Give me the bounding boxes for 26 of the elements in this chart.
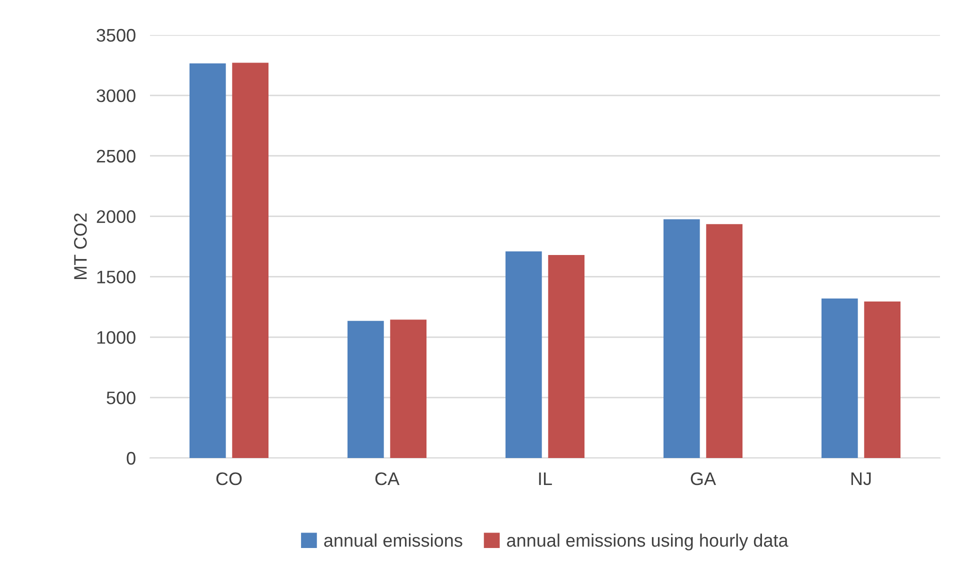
bar bbox=[190, 63, 226, 458]
legend-label: annual emissions using hourly data bbox=[507, 534, 788, 550]
y-axis-title: MT CO2 bbox=[74, 213, 87, 279]
bar bbox=[706, 224, 742, 458]
y-tick-label: 1000 bbox=[97, 331, 136, 344]
y-tick-label: 0 bbox=[126, 452, 136, 465]
bar bbox=[664, 219, 700, 458]
bar bbox=[506, 251, 542, 458]
y-tick-label: 2500 bbox=[96, 150, 136, 163]
bar bbox=[390, 320, 426, 458]
y-tick-label: 3500 bbox=[96, 28, 136, 42]
x-tick-label: NJ bbox=[851, 472, 871, 486]
y-tick-label: 2000 bbox=[96, 210, 136, 224]
y-tick-label: 3000 bbox=[96, 89, 136, 102]
x-tick-label: IL bbox=[539, 472, 552, 485]
x-tick-label: CO bbox=[216, 472, 242, 486]
x-tick-label: GA bbox=[690, 472, 716, 486]
bar bbox=[864, 301, 900, 458]
bar bbox=[232, 62, 268, 458]
legend-label: annual emissions bbox=[324, 534, 462, 547]
bar bbox=[822, 298, 858, 458]
bar bbox=[348, 320, 384, 458]
x-tick-label: CA bbox=[375, 472, 400, 486]
bar bbox=[548, 254, 584, 458]
y-tick-label: 1500 bbox=[97, 270, 136, 284]
y-tick-label: 500 bbox=[106, 392, 136, 404]
